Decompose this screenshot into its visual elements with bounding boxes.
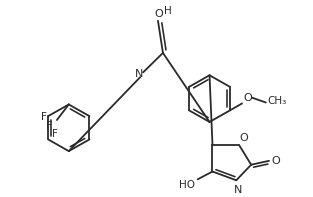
Text: HO: HO bbox=[179, 180, 195, 190]
Text: CH₃: CH₃ bbox=[267, 96, 286, 106]
Text: H: H bbox=[164, 6, 172, 16]
Text: N: N bbox=[135, 69, 143, 79]
Text: F: F bbox=[41, 112, 47, 122]
Text: O: O bbox=[272, 156, 280, 166]
Text: O: O bbox=[240, 134, 249, 143]
Text: F: F bbox=[46, 121, 52, 131]
Text: F: F bbox=[52, 129, 58, 139]
Text: O: O bbox=[244, 93, 252, 103]
Text: N: N bbox=[234, 185, 243, 195]
Text: O: O bbox=[155, 9, 163, 19]
